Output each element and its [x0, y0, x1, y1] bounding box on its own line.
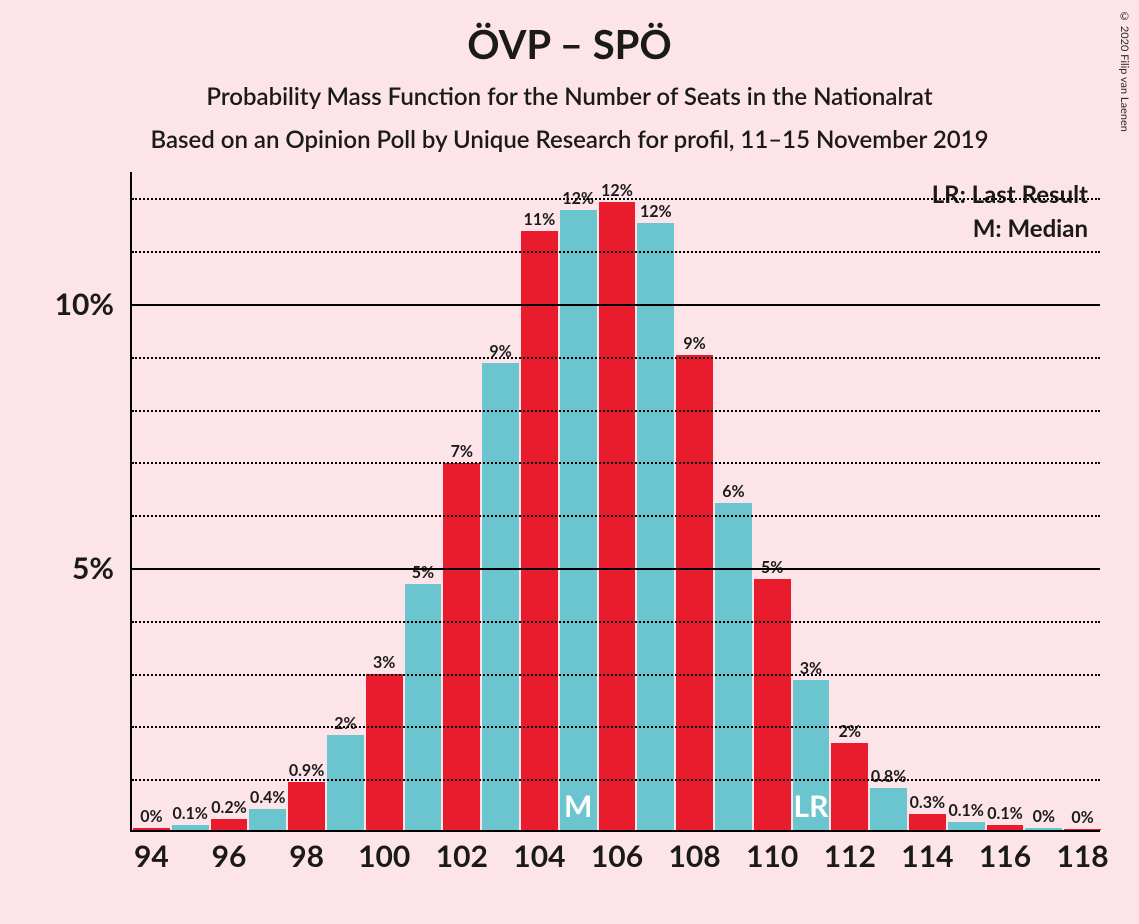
- bar-102: 7%: [443, 463, 480, 830]
- ytick-label: 10%: [55, 286, 114, 322]
- bar-111: 3%LR: [793, 680, 830, 830]
- grid-minor-line: [132, 515, 1100, 517]
- bar-98: 0.9%: [288, 782, 325, 830]
- pmf-chart: LR: Last Result M: Median 0%0.1%0.2%0.4%…: [40, 172, 1110, 892]
- bar-label: 2%: [839, 722, 861, 743]
- grid-minor-line: [132, 198, 1100, 200]
- bar-label: 0.2%: [211, 798, 246, 819]
- bar-115: 0.1%: [948, 822, 985, 830]
- bar-label: 0%: [140, 807, 162, 828]
- bar-105: 12%M: [560, 210, 597, 830]
- grid-major-line: [132, 304, 1100, 306]
- bar-95: 0.1%: [172, 825, 209, 830]
- bar-marker-lr: LR: [794, 788, 829, 824]
- bar-107: 12%: [637, 223, 674, 830]
- chart-subtitle-2: Based on an Opinion Poll by Unique Resea…: [0, 125, 1139, 154]
- bars-container: 0%0.1%0.2%0.4%0.9%2%3%5%7%9%11%12%M12%12…: [132, 172, 1100, 830]
- bar-label: 0.1%: [172, 804, 207, 825]
- bar-label: 9%: [489, 342, 511, 363]
- grid-minor-line: [132, 357, 1100, 359]
- plot-area: LR: Last Result M: Median 0%0.1%0.2%0.4%…: [130, 172, 1100, 832]
- copyright-text: © 2020 Filip van Laenen: [1118, 10, 1131, 132]
- bar-label: 5%: [412, 563, 434, 584]
- bar-label: 7%: [451, 442, 473, 463]
- xtick-label: 116: [979, 830, 1031, 874]
- bar-100: 3%: [366, 674, 403, 830]
- bar-label: 0.1%: [987, 804, 1022, 825]
- xtick-label: 110: [746, 830, 798, 874]
- bar-label: 2%: [334, 714, 356, 735]
- grid-minor-line: [132, 779, 1100, 781]
- xtick-label: 96: [212, 830, 247, 874]
- bar-103: 9%: [482, 363, 519, 830]
- title-block: ÖVP – SPÖ Probability Mass Function for …: [0, 0, 1139, 154]
- bar-marker-m: M: [564, 788, 592, 824]
- bar-110: 5%: [754, 579, 791, 830]
- bar-label: 3%: [373, 653, 395, 674]
- bar-label: 9%: [683, 334, 705, 355]
- bar-112: 2%: [831, 743, 868, 830]
- bar-label: 0.4%: [250, 788, 285, 809]
- bar-label: 12%: [640, 202, 672, 223]
- grid-minor-line: [132, 621, 1100, 623]
- xtick-label: 118: [1056, 830, 1108, 874]
- bar-label: 0.1%: [948, 801, 983, 822]
- chart-title: ÖVP – SPÖ: [0, 20, 1139, 68]
- chart-subtitle-1: Probability Mass Function for the Number…: [0, 82, 1139, 111]
- bar-97: 0.4%: [249, 809, 286, 830]
- xtick-label: 114: [901, 830, 953, 874]
- xtick-label: 94: [134, 830, 169, 874]
- bar-label: 0%: [1033, 807, 1055, 828]
- bar-label: 0%: [1071, 808, 1093, 829]
- grid-minor-line: [132, 726, 1100, 728]
- grid-minor-line: [132, 674, 1100, 676]
- xtick-label: 98: [289, 830, 324, 874]
- xtick-label: 102: [436, 830, 488, 874]
- xtick-label: 100: [358, 830, 410, 874]
- xtick-label: 112: [824, 830, 876, 874]
- bar-label: 11%: [524, 210, 556, 231]
- grid-minor-line: [132, 251, 1100, 253]
- bar-label: 6%: [722, 482, 744, 503]
- grid-minor-line: [132, 462, 1100, 464]
- xtick-label: 108: [668, 830, 720, 874]
- bar-113: 0.8%: [870, 788, 907, 830]
- bar-label: 3%: [800, 659, 822, 680]
- bar-104: 11%: [521, 231, 558, 830]
- bar-108: 9%: [676, 355, 713, 830]
- bar-114: 0.3%: [909, 814, 946, 830]
- ytick-label: 5%: [72, 550, 114, 586]
- grid-minor-line: [132, 410, 1100, 412]
- bar-label: 0.8%: [871, 767, 906, 788]
- xtick-label: 104: [513, 830, 565, 874]
- grid-major-line: [132, 568, 1100, 570]
- xtick-label: 106: [591, 830, 643, 874]
- bar-label: 0.3%: [910, 793, 945, 814]
- bar-99: 2%: [327, 735, 364, 830]
- bar-96: 0.2%: [211, 819, 248, 830]
